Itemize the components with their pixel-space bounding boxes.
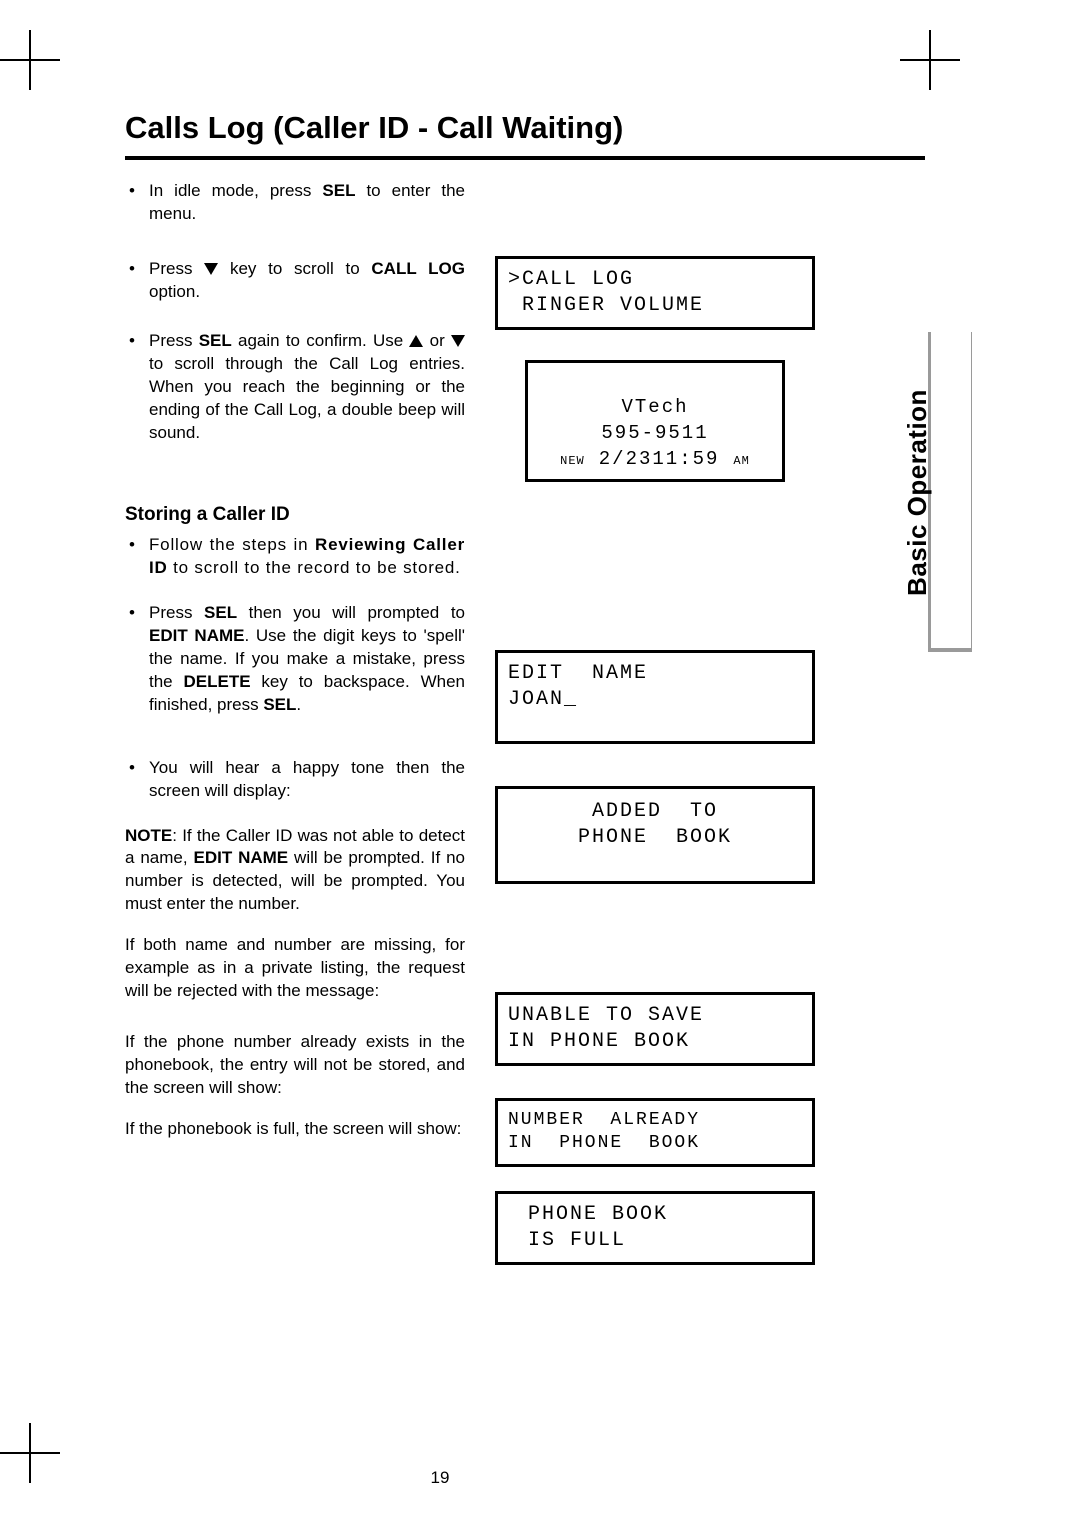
store-step-1: Follow the steps in Reviewing Caller ID … [149, 534, 465, 580]
note-text: NOTE: If the Caller ID was not able to d… [125, 825, 465, 917]
store-step-3: You will hear a happy tone then the scre… [149, 757, 465, 803]
page-title: Calls Log (Caller ID - Call Waiting) [125, 110, 925, 146]
up-arrow-icon [409, 335, 423, 347]
sub-heading: Storing a Caller ID [125, 502, 465, 528]
store-step-2: Press SEL then you will prompted to EDIT… [149, 602, 465, 717]
down-arrow-icon [451, 335, 465, 347]
text-column: In idle mode, press SEL to enter the men… [125, 180, 465, 1289]
para-missing: If both name and number are missing, for… [125, 934, 465, 1003]
step-1: In idle mode, press SEL to enter the men… [149, 180, 465, 226]
step-3: Press SEL again to confirm. Use or to sc… [149, 330, 465, 445]
step-2: Press key to scroll to CALL LOG option. [149, 258, 465, 304]
para-full: If the phonebook is full, the screen wil… [125, 1118, 465, 1141]
lcd-menu: >CALL LOG RINGER VOLUME [495, 256, 815, 330]
lcd-edit: EDIT NAME JOAN_ [495, 650, 815, 744]
para-exists: If the phone number already exists in th… [125, 1031, 465, 1100]
side-tab: Basic Operation [928, 332, 972, 652]
down-arrow-icon [204, 263, 218, 275]
lcd-unable: UNABLE TO SAVE IN PHONE BOOK [495, 992, 815, 1066]
lcd-column: >CALL LOG RINGER VOLUME VTech 595-9511 N… [495, 180, 815, 1289]
page-body: Calls Log (Caller ID - Call Waiting) In … [125, 110, 925, 1289]
lcd-full: PHONE BOOK IS FULL [495, 1191, 815, 1265]
lcd-entry: VTech 595-9511 NEW 2/2311:59 AM [525, 360, 785, 482]
lcd-added: ADDED TO PHONE BOOK [495, 786, 815, 884]
lcd-already: NUMBER ALREADY IN PHONE BOOK [495, 1098, 815, 1167]
page-number: 19 [0, 1468, 880, 1488]
